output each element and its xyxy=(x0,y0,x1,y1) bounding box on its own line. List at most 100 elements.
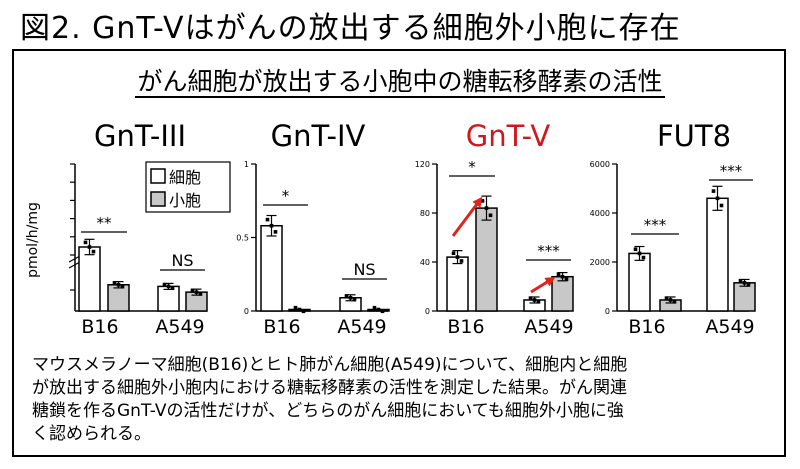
data-point xyxy=(719,203,724,208)
bar-cell xyxy=(706,197,729,312)
bar-cell xyxy=(446,256,469,312)
caption-line: が放出する細胞外小胞内における糖転移酵素の活性を測定した結果。がん関連 xyxy=(32,378,627,398)
increase-arrow xyxy=(530,276,556,294)
data-point xyxy=(194,290,199,294)
significance-label: NS xyxy=(353,260,375,279)
category-label: B16 xyxy=(628,316,665,338)
category-label: A549 xyxy=(705,316,754,338)
caption-line: く認められる。 xyxy=(32,424,151,444)
figure-subtitle-text: がん細胞が放出する小胞中の糖転移酵素の活性 xyxy=(135,67,665,98)
category-label: B16 xyxy=(447,316,484,338)
data-point xyxy=(532,298,537,302)
data-point xyxy=(738,278,743,283)
y-tick-label: 40 xyxy=(420,258,430,267)
data-point xyxy=(301,309,306,314)
caption-line: マウスメラノーマ細胞(B16)とヒト肺がん細胞(A549)について、細胞内と細胞 xyxy=(32,355,628,375)
data-point xyxy=(190,288,195,293)
legend-vesicle-label: 小胞 xyxy=(169,191,201,210)
data-point xyxy=(87,245,92,249)
data-point xyxy=(265,217,270,222)
data-point xyxy=(198,292,203,296)
y-tick-label: 0.5 xyxy=(236,234,249,243)
y-axis-label: pmol/h/mg xyxy=(25,202,41,278)
data-point xyxy=(348,295,353,300)
legend-cell-swatch xyxy=(150,168,166,184)
significance-label: * xyxy=(468,158,476,176)
data-point xyxy=(112,281,117,285)
data-point xyxy=(746,283,751,287)
data-point xyxy=(120,284,125,289)
data-point xyxy=(352,297,357,302)
data-point xyxy=(344,294,349,298)
data-point xyxy=(556,272,561,277)
data-point xyxy=(480,199,485,203)
data-point xyxy=(488,213,493,218)
data-point xyxy=(668,298,673,302)
bar-vesicle xyxy=(107,284,130,312)
significance-label: * xyxy=(282,187,290,205)
panel-title: FUT8 xyxy=(657,119,731,153)
significance-label: NS xyxy=(171,251,193,270)
axis-break xyxy=(68,255,81,263)
data-point xyxy=(711,189,716,193)
category-label: B16 xyxy=(81,316,118,338)
data-point xyxy=(637,251,642,256)
category-label: B16 xyxy=(263,316,300,338)
data-point xyxy=(166,284,171,289)
data-point xyxy=(116,282,121,287)
data-point xyxy=(170,286,175,290)
caption-line: 糖鎖を作るGnT-Vの活性だけが、どちらのがん細胞においても細胞外小胞に強 xyxy=(32,401,624,421)
data-point xyxy=(641,255,646,260)
increase-arrow xyxy=(451,196,483,237)
legend: 細胞 小胞 xyxy=(145,161,231,213)
y-tick-label: 2000 xyxy=(590,258,610,267)
bar-cell xyxy=(78,246,101,312)
y-tick-label: 120 xyxy=(415,160,430,169)
significance-label: *** xyxy=(644,216,667,234)
data-point xyxy=(273,230,278,234)
data-point xyxy=(528,296,533,300)
figure-title: 図2. GnT-Vはがんの放出する細胞外小胞に存在 xyxy=(20,11,681,46)
figure-frame xyxy=(12,49,786,457)
significance-label: *** xyxy=(537,242,560,260)
figure-subtitle: がん細胞が放出する小胞中の糖転移酵素の活性 xyxy=(0,62,800,98)
y-tick-label: 6000 xyxy=(590,160,610,169)
bar-cell xyxy=(628,252,651,312)
panel-title: GnT-V xyxy=(466,119,551,153)
category-label: A549 xyxy=(337,316,386,338)
data-point xyxy=(564,277,569,281)
legend-vesicle-swatch xyxy=(150,191,166,207)
bar-cell xyxy=(260,224,283,312)
axis-break xyxy=(68,261,81,269)
data-point xyxy=(664,296,669,300)
data-point xyxy=(560,274,565,279)
y-tick-label: 1 xyxy=(244,160,249,169)
y-tick-label: 0 xyxy=(425,307,430,316)
data-point xyxy=(91,249,96,254)
y-tick-label: 80 xyxy=(420,209,430,218)
bar-cell xyxy=(157,285,180,312)
data-point xyxy=(451,251,456,256)
data-point xyxy=(455,255,460,259)
data-point xyxy=(672,299,677,304)
significance-label: ** xyxy=(97,214,113,232)
data-point xyxy=(162,282,167,287)
data-point xyxy=(536,299,541,304)
data-point xyxy=(633,247,638,252)
significance-label: *** xyxy=(720,162,743,180)
data-point xyxy=(83,240,88,245)
panel-title: GnT-III xyxy=(94,119,186,153)
data-point xyxy=(484,206,489,210)
panel-title: GnT-IV xyxy=(271,119,366,153)
data-point xyxy=(376,307,381,312)
data-point xyxy=(293,305,298,310)
data-point xyxy=(372,305,377,310)
category-label: A549 xyxy=(155,316,204,338)
caption: マウスメラノーマ細胞(B16)とヒト肺がん細胞(A549)について、細胞内と細胞… xyxy=(32,354,772,446)
y-tick-label: 0 xyxy=(244,307,249,316)
bar-vesicle xyxy=(475,207,498,312)
bar-vesicle xyxy=(733,282,756,312)
legend-cell-label: 細胞 xyxy=(169,168,201,187)
y-tick-label: 4000 xyxy=(590,209,610,218)
